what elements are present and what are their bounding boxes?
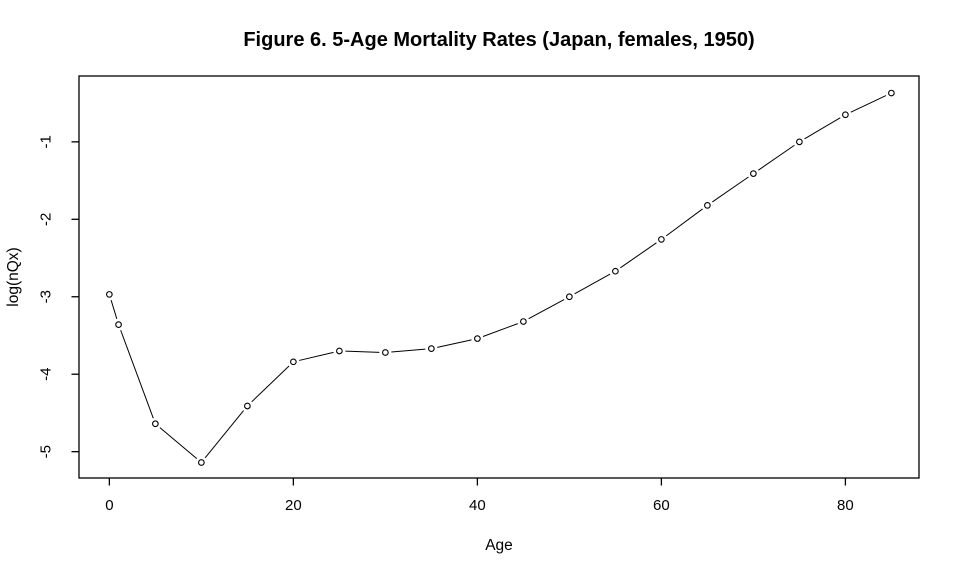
data-point-marker [152, 420, 159, 428]
series-markers [106, 89, 895, 466]
series-segment [665, 208, 703, 237]
series-segment [345, 350, 380, 353]
data-point-marker [474, 335, 481, 342]
data-point-marker [520, 318, 527, 325]
series-segment [758, 144, 795, 171]
x-axis: 0 20 40 60 80 [105, 478, 854, 514]
y-axis: -1 -2 -3 -4 -5 [38, 135, 79, 458]
series-segment [712, 176, 749, 203]
x-tick-label: 40 [469, 497, 486, 514]
plot-box [78, 75, 920, 479]
series-segment [482, 323, 518, 337]
data-point-marker [658, 236, 665, 243]
x-tick-label: 20 [285, 497, 302, 514]
data-point-marker [428, 345, 435, 352]
y-tick-label: -3 [38, 290, 55, 303]
x-axis-title: Age [485, 537, 513, 554]
data-point-marker [106, 291, 113, 298]
data-point-marker [796, 138, 803, 146]
series-segment [120, 330, 154, 419]
data-point-marker [566, 293, 573, 301]
data-point-marker [290, 358, 297, 366]
data-point-marker [244, 402, 251, 410]
series-segment [204, 410, 244, 459]
y-tick-label: -5 [38, 445, 55, 458]
data-point-marker [612, 267, 619, 275]
data-point-marker [888, 89, 895, 97]
series-line [110, 95, 887, 460]
series-segment [299, 351, 334, 361]
data-point-marker [750, 170, 757, 177]
x-tick-label: 80 [837, 497, 854, 514]
series-segment [391, 348, 426, 353]
y-tick-label: -1 [38, 135, 55, 148]
series-segment [110, 300, 118, 320]
data-point-marker [382, 349, 389, 356]
chart-title: Figure 6. 5-Age Mortality Rates (Japan, … [243, 29, 755, 51]
x-tick-label: 60 [653, 497, 670, 514]
series-segment [620, 242, 657, 269]
y-tick-label: -2 [38, 213, 55, 226]
series-segment [251, 365, 290, 403]
series-segment [528, 299, 565, 320]
data-point-marker [842, 111, 849, 119]
series-segment [574, 273, 611, 295]
series-segment [159, 427, 198, 460]
data-point-marker [198, 459, 205, 466]
data-point-marker [704, 202, 711, 209]
data-point-marker [115, 321, 122, 328]
series-segment [804, 117, 841, 140]
series-segment [850, 95, 887, 113]
data-point-marker [336, 347, 343, 355]
y-tick-label: -4 [38, 368, 55, 381]
x-tick-label: 0 [105, 497, 113, 514]
series-segment [437, 339, 472, 348]
